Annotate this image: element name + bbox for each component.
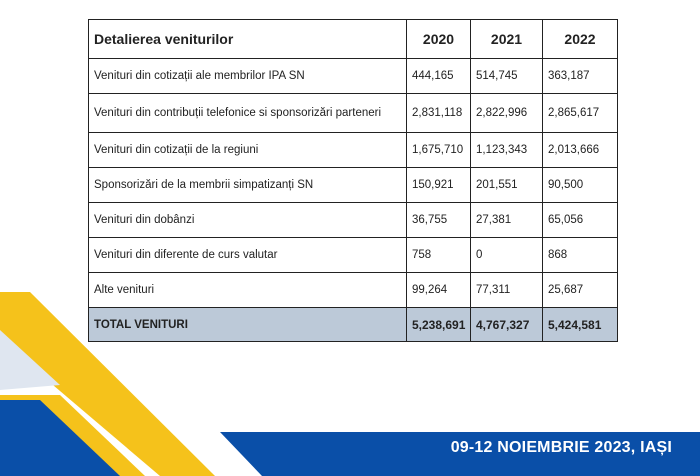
row-label: Sponsorizări de la membrii simpatizanți … [88, 167, 407, 203]
row-value-2021: 2,822,996 [470, 93, 543, 133]
table-row: Venituri din dobânzi 36,755 27,381 65,05… [88, 202, 618, 238]
row-value-2021: 0 [470, 237, 543, 273]
row-label: Alte venituri [88, 272, 407, 308]
total-label: TOTAL VENITURI [88, 307, 407, 342]
total-value-2022: 5,424,581 [542, 307, 618, 342]
header-year-2020: 2020 [406, 19, 471, 59]
table-row: Venituri din contribuții telefonice si s… [88, 93, 618, 133]
total-value-2021: 4,767,327 [470, 307, 543, 342]
row-label: Venituri din diferente de curs valutar [88, 237, 407, 273]
row-value-2020: 1,675,710 [406, 132, 471, 168]
row-value-2020: 758 [406, 237, 471, 273]
table-header-row: Detalierea veniturilor 2020 2021 2022 [88, 19, 618, 59]
row-value-2022: 25,687 [542, 272, 618, 308]
table-row: Venituri din cotizații ale membrilor IPA… [88, 58, 618, 94]
yellow-stripe [0, 292, 215, 476]
event-date-location: 09-12 NOIEMBRIE 2023, IAȘI [450, 439, 672, 456]
row-value-2022: 363,187 [542, 58, 618, 94]
row-label: Venituri din contribuții telefonice si s… [88, 93, 407, 133]
row-value-2022: 65,056 [542, 202, 618, 238]
row-value-2020: 36,755 [406, 202, 471, 238]
row-value-2022: 90,500 [542, 167, 618, 203]
revenue-table: Detalierea veniturilor 2020 2021 2022 Ve… [88, 19, 618, 342]
row-value-2022: 868 [542, 237, 618, 273]
row-label: Venituri din cotizații ale membrilor IPA… [88, 58, 407, 94]
header-title: Detalierea veniturilor [88, 19, 407, 59]
row-value-2021: 77,311 [470, 272, 543, 308]
row-value-2021: 27,381 [470, 202, 543, 238]
blue-band [220, 432, 700, 476]
table-total-row: TOTAL VENITURI 5,238,691 4,767,327 5,424… [88, 307, 618, 342]
row-value-2020: 444,165 [406, 58, 471, 94]
row-value-2022: 2,013,666 [542, 132, 618, 168]
row-value-2021: 201,551 [470, 167, 543, 203]
total-value-2020: 5,238,691 [406, 307, 471, 342]
header-year-2022: 2022 [542, 19, 618, 59]
light-shape [0, 330, 60, 390]
table-row: Venituri din cotizații de la regiuni 1,6… [88, 132, 618, 168]
row-value-2021: 1,123,343 [470, 132, 543, 168]
row-value-2021: 514,745 [470, 58, 543, 94]
row-value-2022: 2,865,617 [542, 93, 618, 133]
row-label: Venituri din cotizații de la regiuni [88, 132, 407, 168]
row-label: Venituri din dobânzi [88, 202, 407, 238]
table-row: Venituri din diferente de curs valutar 7… [88, 237, 618, 273]
row-value-2020: 150,921 [406, 167, 471, 203]
header-year-2021: 2021 [470, 19, 543, 59]
blue-band-left [0, 400, 120, 476]
revenue-table-container: Detalierea veniturilor 2020 2021 2022 Ve… [88, 19, 618, 342]
row-value-2020: 2,831,118 [406, 93, 471, 133]
table-row: Alte venituri 99,264 77,311 25,687 [88, 272, 618, 308]
row-value-2020: 99,264 [406, 272, 471, 308]
table-row: Sponsorizări de la membrii simpatizanți … [88, 167, 618, 203]
